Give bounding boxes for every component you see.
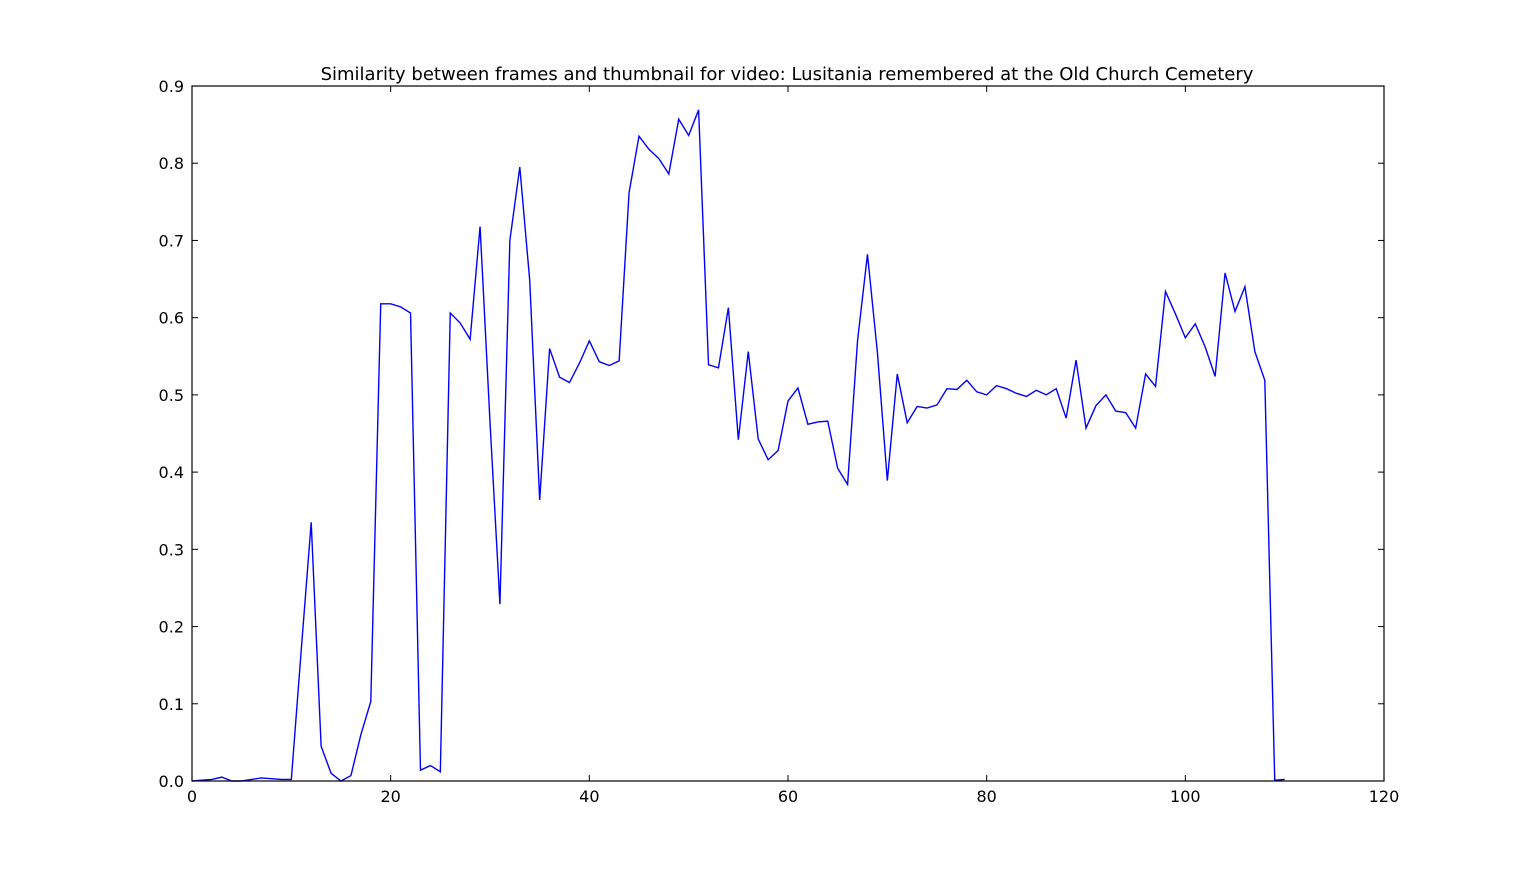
y-tick-label: 0.9 <box>159 77 184 96</box>
axis-ticks: 0 20 40 60 80 100 120 0.0 0.1 0.2 0.3 0.4 0.5 0.6 0.7 0… <box>159 77 1400 806</box>
y-tick-label: 0.1 <box>159 695 184 714</box>
x-tick-label: 20 <box>380 787 400 806</box>
y-tick-label: 0.8 <box>159 154 184 173</box>
series-layer <box>192 110 1285 781</box>
chart-title: Similarity between frames and thumbnail … <box>321 64 1254 85</box>
x-tick-label: 80 <box>976 787 996 806</box>
y-tick-label: 0.6 <box>159 309 184 328</box>
y-tick-label: 0.5 <box>159 386 184 405</box>
y-tick-label: 0.3 <box>159 540 184 559</box>
x-tick-label: 100 <box>1170 787 1201 806</box>
x-tick-label: 60 <box>778 787 798 806</box>
x-tick-label: 0 <box>187 787 197 806</box>
y-tick-label: 0.0 <box>159 772 184 791</box>
y-tick-label: 0.7 <box>159 231 184 250</box>
x-tick-label: 120 <box>1369 787 1400 806</box>
y-tick-label: 0.2 <box>159 618 184 637</box>
y-tick-label: 0.4 <box>159 463 184 482</box>
x-tick-label: 40 <box>579 787 599 806</box>
series-line-0 <box>192 110 1285 781</box>
